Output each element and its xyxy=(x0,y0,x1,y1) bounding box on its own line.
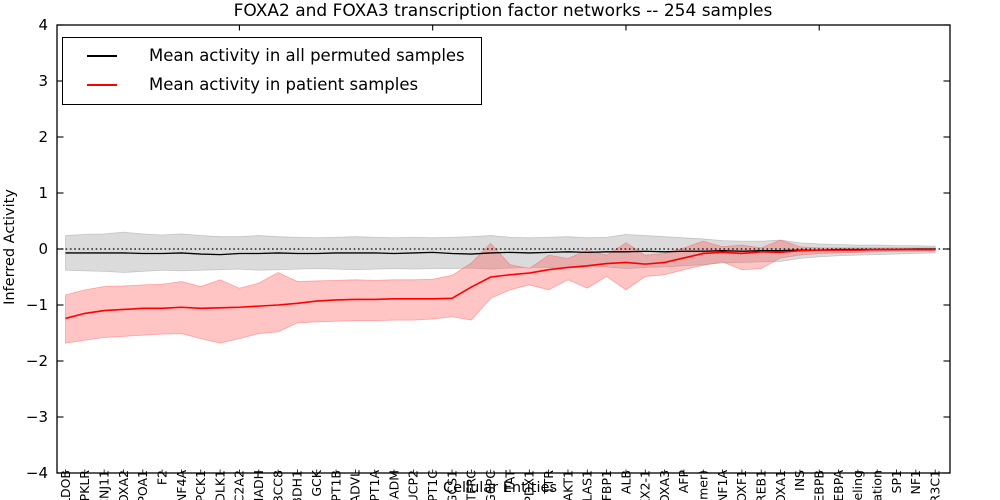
y-tick-label: −2 xyxy=(26,352,48,370)
x-tick-label: ACADVL xyxy=(348,470,363,500)
x-tick-label: NKX2-1 xyxy=(638,470,653,500)
legend-label-permuted: Mean activity in all permuted samples xyxy=(149,46,465,65)
x-tick-label: chromatin remodeling xyxy=(850,470,865,500)
x-tick-label: KCNJ11 xyxy=(96,470,111,500)
y-tick-label: 0 xyxy=(38,240,48,258)
x-axis-label: Cellular Entities xyxy=(443,480,557,496)
x-tick-label: FOXA1 xyxy=(773,470,788,500)
y-tick-label: 2 xyxy=(38,128,48,146)
x-tick-label: BDH1 xyxy=(290,470,305,500)
x-tick-label: FOXF1 xyxy=(734,470,749,500)
x-tick-label: FOXA2 xyxy=(116,470,131,500)
legend-swatch-patient-line xyxy=(87,84,117,87)
x-tick-label: PKLR xyxy=(77,470,92,500)
x-tick-label: GCK xyxy=(309,469,324,496)
x-tick-label: HNF1A xyxy=(715,470,730,500)
y-axis-label: Inferred Activity xyxy=(2,189,18,305)
x-tick-label: APOA1 xyxy=(135,470,150,500)
x-tick-label: DLK1 xyxy=(212,470,227,500)
series-layer xyxy=(57,231,950,344)
x-tick-label: ACADM xyxy=(386,470,401,500)
x-tick-label: PDX1 xyxy=(522,470,537,500)
x-tick-label: G6PC xyxy=(483,470,498,500)
x-tick-label: SP1 xyxy=(889,470,904,493)
x-tick-label: ABCC8 xyxy=(270,470,285,500)
chart-title: FOXA2 and FOXA3 transcription factor net… xyxy=(234,1,773,21)
x-tick-label: HMGCS1 xyxy=(444,470,459,500)
y-tick-label: −4 xyxy=(26,464,48,482)
legend-label-patient: Mean activity in patient samples xyxy=(149,75,419,95)
x-tick-label: TTR xyxy=(541,470,556,495)
patient-mean-line xyxy=(65,248,936,320)
permuted-mean-line xyxy=(65,248,936,256)
y-tick-label: 1 xyxy=(38,184,48,202)
x-tick-label: TFRC xyxy=(464,470,479,500)
x-tick-label: SLC2A2 xyxy=(232,470,247,500)
x-tick-label: TAT xyxy=(502,470,517,493)
y-tick-label: 4 xyxy=(38,16,48,34)
x-tick-label: AKT1 xyxy=(560,470,575,500)
x-tick-label: INS xyxy=(792,470,807,491)
y-tick-label: 3 xyxy=(38,72,48,90)
y-tick-label: −1 xyxy=(26,296,48,314)
x-tick-label: ALAS1 xyxy=(580,470,595,500)
x-tick-label: HNF1A (dimer) xyxy=(696,470,711,500)
x-tick-label: ALB xyxy=(618,470,633,494)
legend-swatch-permuted-line xyxy=(87,55,117,58)
x-tick-label: CPT1B xyxy=(328,470,343,500)
legend-item: Mean activity in patient samples xyxy=(87,74,465,96)
x-tick-label: CEBPA xyxy=(831,470,846,500)
patient-band xyxy=(65,239,936,344)
axis-ticks xyxy=(57,24,950,474)
x-tick-label: NR3C1 xyxy=(927,470,942,500)
x-tick-label: CREB1 xyxy=(754,470,769,500)
x-tick-label: NF1 xyxy=(908,470,923,495)
x-tick-label: HNF4A xyxy=(174,470,189,500)
x-tick-label: AFP xyxy=(676,470,691,494)
x-tick-label: CPT1A xyxy=(367,470,382,500)
x-tick-label: IGFBP1 xyxy=(599,470,614,500)
x-tick-label: ALDOB xyxy=(58,470,73,500)
x-tick-label: PCK1 xyxy=(193,470,208,500)
x-tick-label: response to starvation xyxy=(869,470,884,500)
x-tick-label: HADH xyxy=(251,470,266,500)
legend-item: Mean activity in all permuted samples xyxy=(87,45,465,67)
axis-tick-labels: 4 3 2 1 0 −1 −2 −3 −4 ALDOB PKLR KCNJ11 FOXA2 APOA1 F2… xyxy=(26,16,943,500)
x-tick-label: FOXA3 xyxy=(657,470,672,500)
legend: Mean activity in all permuted samples Me… xyxy=(62,37,482,105)
x-tick-label: F2 xyxy=(154,470,169,485)
x-tick-label: CPT1C xyxy=(425,470,440,500)
x-tick-label: CEBPB xyxy=(812,470,827,500)
y-tick-label: −3 xyxy=(26,408,48,426)
x-tick-label: UCP2 xyxy=(406,470,421,500)
